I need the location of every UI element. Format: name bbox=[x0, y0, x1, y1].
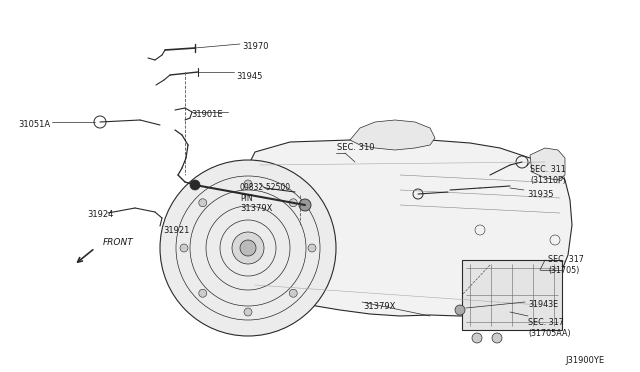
Circle shape bbox=[492, 333, 502, 343]
Circle shape bbox=[232, 232, 264, 264]
Circle shape bbox=[199, 199, 207, 207]
Text: 31943E: 31943E bbox=[528, 300, 558, 309]
Text: SEC. 311
(31310P): SEC. 311 (31310P) bbox=[530, 165, 566, 185]
Circle shape bbox=[289, 289, 297, 297]
Text: 31945: 31945 bbox=[236, 72, 262, 81]
Polygon shape bbox=[237, 138, 572, 316]
Circle shape bbox=[244, 308, 252, 316]
Polygon shape bbox=[530, 148, 565, 180]
Text: 31379X: 31379X bbox=[240, 204, 273, 213]
Circle shape bbox=[244, 180, 252, 188]
Circle shape bbox=[240, 240, 256, 256]
Circle shape bbox=[199, 289, 207, 297]
FancyBboxPatch shape bbox=[462, 260, 562, 330]
Text: 00832-52500
PIN: 00832-52500 PIN bbox=[240, 183, 291, 203]
Circle shape bbox=[160, 160, 336, 336]
Text: SEC. 317
(31705): SEC. 317 (31705) bbox=[548, 255, 584, 275]
Text: 31921: 31921 bbox=[163, 226, 189, 235]
Text: 31051A: 31051A bbox=[18, 120, 50, 129]
Text: 31379X: 31379X bbox=[363, 302, 396, 311]
Text: 31935: 31935 bbox=[527, 190, 554, 199]
Text: 31924: 31924 bbox=[87, 210, 113, 219]
Text: 31970: 31970 bbox=[242, 42, 269, 51]
Text: J31900YE: J31900YE bbox=[565, 356, 604, 365]
Circle shape bbox=[289, 199, 297, 207]
Text: FRONT: FRONT bbox=[103, 238, 134, 247]
Circle shape bbox=[308, 244, 316, 252]
Text: 31901E: 31901E bbox=[191, 110, 223, 119]
Circle shape bbox=[180, 244, 188, 252]
Circle shape bbox=[455, 305, 465, 315]
Polygon shape bbox=[350, 120, 435, 150]
Text: SEC. 317
(31705AA): SEC. 317 (31705AA) bbox=[528, 318, 571, 338]
Circle shape bbox=[190, 180, 200, 190]
Text: SEC. 310: SEC. 310 bbox=[337, 143, 374, 152]
Circle shape bbox=[299, 199, 311, 211]
Circle shape bbox=[472, 333, 482, 343]
